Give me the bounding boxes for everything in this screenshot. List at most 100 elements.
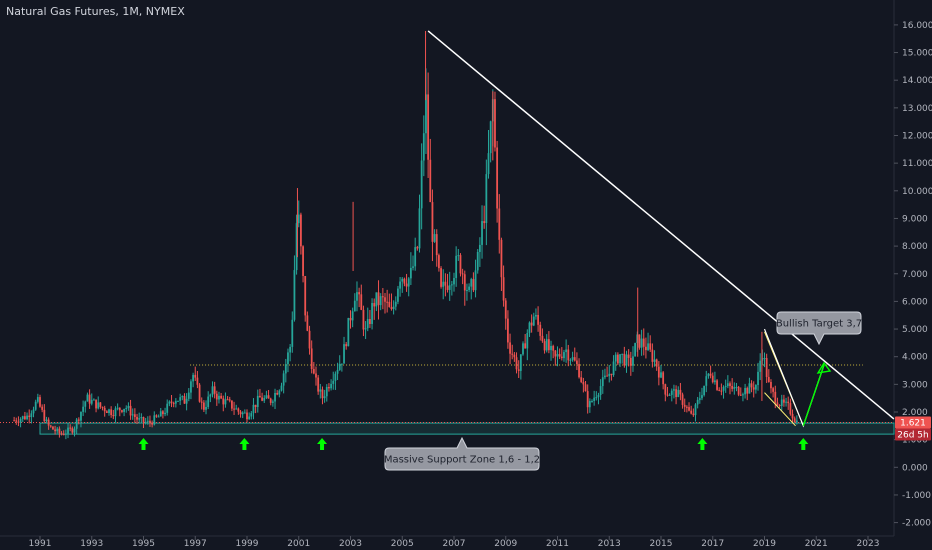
- candle-body: [295, 223, 298, 271]
- candle-body: [375, 292, 378, 307]
- candle-body: [261, 397, 263, 401]
- candle-body: [95, 399, 97, 409]
- candle-body: [384, 297, 386, 302]
- x-tick-label: 1993: [80, 539, 103, 549]
- candle-body: [754, 384, 757, 390]
- candle-body: [88, 394, 91, 404]
- bullish-arrow-head: [816, 361, 832, 374]
- y-tick-label: 4.000: [902, 353, 928, 363]
- candle-body: [397, 288, 399, 302]
- candle-body: [237, 408, 240, 412]
- candle-body: [179, 397, 182, 401]
- candle-body: [638, 334, 641, 348]
- candle-body: [539, 324, 542, 336]
- candle-body: [614, 354, 617, 362]
- candle-body: [86, 394, 89, 402]
- candle-body: [718, 389, 721, 391]
- candle-body: [735, 386, 738, 388]
- candle-body: [300, 214, 302, 247]
- candle-body: [364, 328, 367, 330]
- candle-body: [556, 354, 559, 357]
- arrow-shape: [317, 438, 328, 450]
- candle-body: [125, 407, 128, 409]
- price-tags: 1.621 26d 5h: [895, 416, 931, 441]
- candle-body: [123, 408, 125, 412]
- candle-body: [472, 279, 475, 291]
- support-zone-box: [39, 422, 895, 435]
- candle-body: [362, 309, 365, 330]
- candle-body: [60, 433, 63, 435]
- candle-body: [312, 369, 315, 374]
- candle-body: [757, 371, 759, 385]
- y-tick-label: 0.000: [902, 463, 928, 473]
- candle-body: [351, 311, 354, 321]
- candle-body: [166, 403, 169, 413]
- candle-body: [138, 418, 141, 420]
- candle-body: [21, 416, 24, 419]
- candle-body: [483, 221, 486, 224]
- x-tick-label: 2019: [753, 539, 776, 549]
- countdown-tag: [895, 428, 931, 441]
- candle-body: [386, 301, 389, 303]
- candle-body: [263, 397, 266, 401]
- candle-body: [45, 419, 48, 422]
- candle-body: [420, 160, 423, 209]
- candle-body: [433, 234, 436, 242]
- candle-body: [511, 353, 514, 355]
- candle-body: [291, 319, 294, 347]
- candle-body: [39, 397, 41, 407]
- candle-body: [610, 373, 613, 375]
- candle-body: [334, 373, 337, 381]
- y-tick-label: 11.000: [902, 159, 932, 169]
- time-axis[interactable]: 1991 1993 1995 1997 1999 2001 2003 2005 2007 2009…: [29, 536, 880, 549]
- y-tick-label: -1.000: [902, 491, 931, 501]
- candle-body: [401, 278, 404, 282]
- candle-body: [450, 284, 453, 286]
- candle-body: [131, 414, 134, 416]
- candle-body: [118, 407, 121, 411]
- candle-body: [136, 416, 138, 420]
- candle-body: [519, 354, 522, 371]
- candle-body: [71, 428, 74, 433]
- chart-grid: [0, 0, 895, 537]
- candle-body: [414, 247, 417, 267]
- candle-body: [353, 300, 356, 312]
- candle-body: [601, 377, 604, 387]
- candle-body: [763, 358, 766, 360]
- candle-body: [133, 414, 136, 417]
- candle-body: [711, 375, 714, 383]
- candle-body: [287, 352, 289, 365]
- y-tick-label: 5.000: [902, 325, 928, 335]
- price-axis[interactable]: 16.000 15.000 14.000 13.000 12.000 11.000 10.0…: [894, 21, 932, 529]
- candle-body: [478, 244, 481, 252]
- candle-body: [392, 306, 395, 310]
- candle-body: [241, 412, 244, 415]
- candle-body: [209, 394, 212, 397]
- candle-body: [228, 399, 231, 401]
- y-tick-label: 10.000: [902, 187, 932, 197]
- candle-body: [62, 434, 65, 436]
- candle-body: [604, 375, 606, 378]
- candle-body: [30, 413, 33, 418]
- candle-body: [496, 147, 499, 209]
- candle-body: [688, 407, 690, 411]
- candle-body: [151, 422, 154, 425]
- candle-body: [190, 381, 192, 393]
- y-tick-label: 8.000: [902, 242, 928, 252]
- candle-body: [537, 314, 539, 325]
- candle-body: [205, 406, 207, 410]
- candle-body: [235, 408, 238, 410]
- candle-body: [231, 400, 233, 409]
- bullish-projection-arrow: [802, 364, 825, 427]
- support-up-arrow-icon: [798, 438, 809, 450]
- candle-body: [681, 394, 684, 405]
- x-tick-label: 2009: [494, 539, 517, 549]
- candle-body: [623, 353, 626, 366]
- candle-body: [599, 386, 602, 395]
- arrow-shape: [798, 438, 809, 450]
- candle-body: [306, 315, 309, 331]
- x-tick-label: 1991: [29, 539, 52, 549]
- candle-body: [269, 398, 272, 403]
- candle-body: [662, 372, 665, 385]
